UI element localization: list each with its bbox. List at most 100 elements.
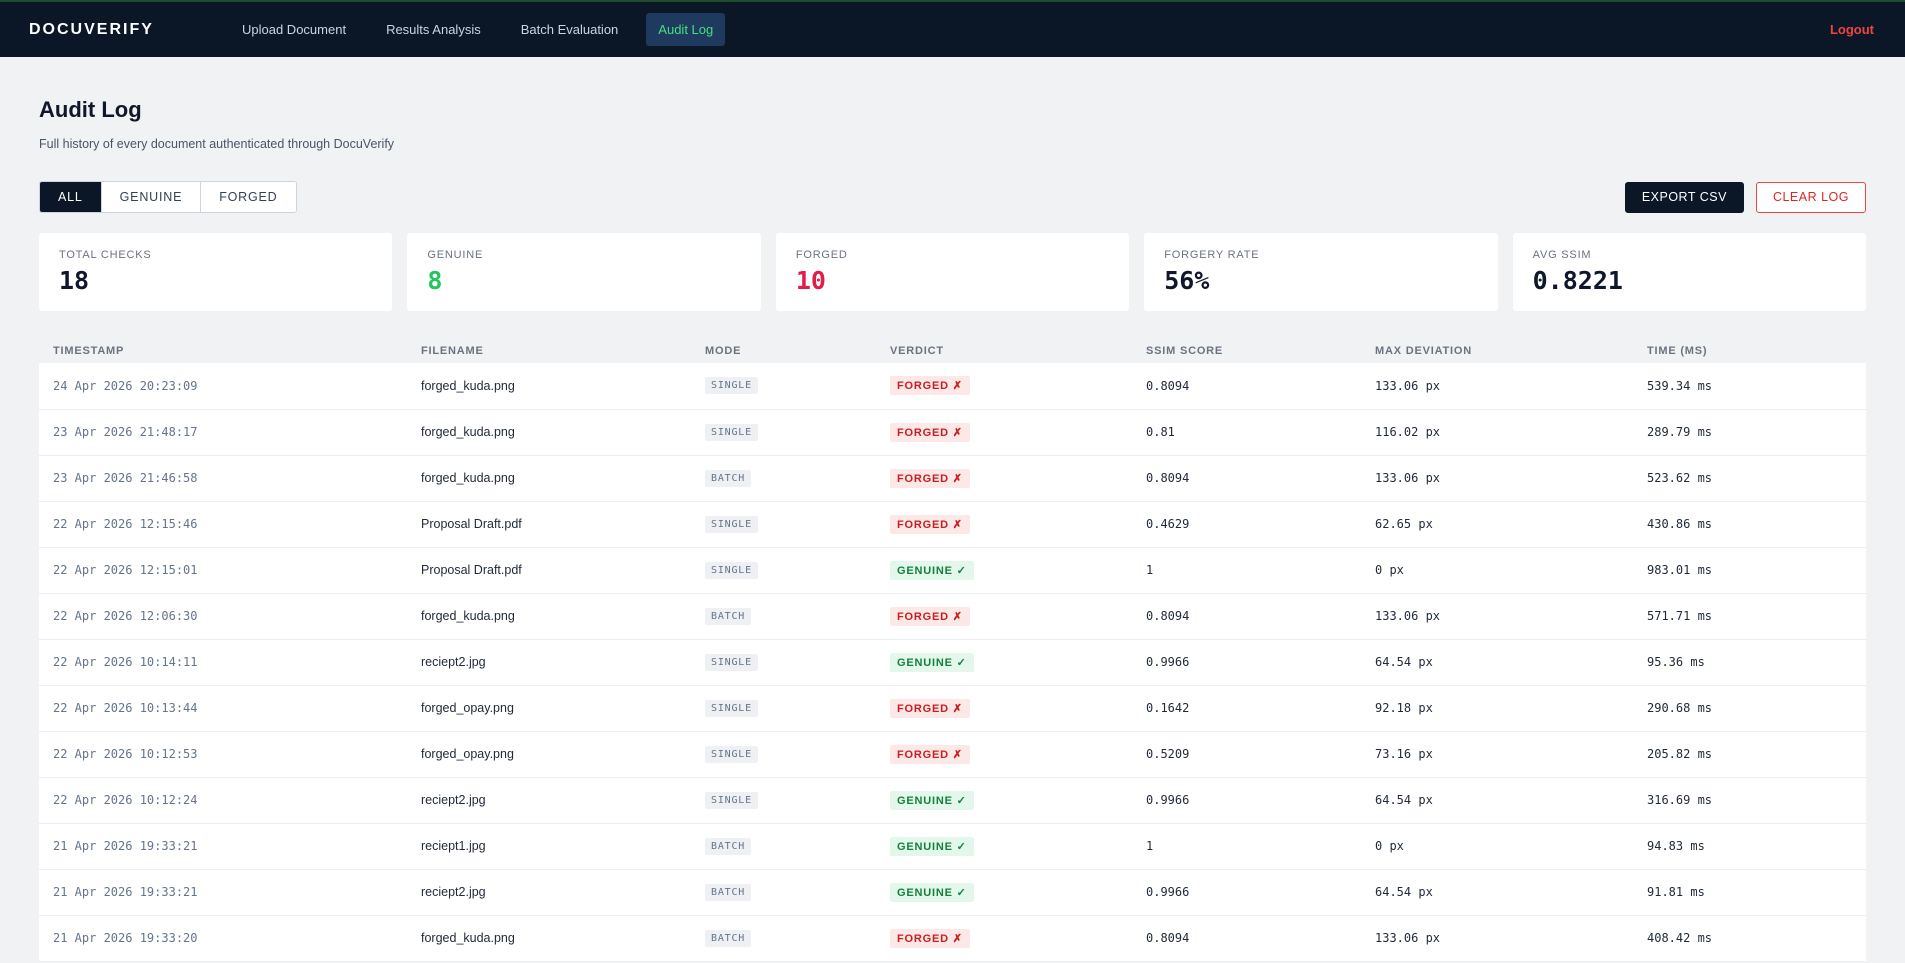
filter-genuine-button[interactable]: GENUINE (100, 182, 201, 212)
stat-label: FORGERY RATE (1164, 249, 1260, 261)
table-row[interactable]: 21 Apr 2026 19:33:20 forged_kuda.png BATCH… (39, 915, 1866, 961)
verdict-badge: GENUINE ✓ (890, 560, 974, 580)
cell-max-deviation: 64.54 px (1375, 655, 1433, 669)
logout-link[interactable]: Logout (1829, 22, 1874, 37)
nav-tab-audit-log[interactable]: Audit Log (646, 13, 726, 46)
audit-table-container: TIMESTAMP FILENAME MODE VERDICT SSIM SCO… (39, 339, 1866, 962)
column-header-filename[interactable]: FILENAME (421, 345, 484, 357)
cell-verdict: GENUINE ✓ (876, 869, 1132, 915)
table-row[interactable]: 22 Apr 2026 12:06:30 forged_kuda.png BATCH… (39, 593, 1866, 639)
cell-max-deviation: 133.06 px (1375, 609, 1441, 623)
cell-timestamp: 22 Apr 2026 12:15:46 (53, 517, 198, 531)
mode-badge: SINGLE (705, 745, 758, 763)
table-row[interactable]: 22 Apr 2026 10:12:24 reciept2.jpg SINGLE GE… (39, 777, 1866, 823)
toolbar: ALL GENUINE FORGED EXPORT CSV CLEAR LOG (39, 181, 1866, 213)
cell-verdict: FORGED ✗ (876, 685, 1132, 731)
table-row[interactable]: 21 Apr 2026 19:33:21 reciept1.jpg BATCH GEN… (39, 823, 1866, 869)
cell-mode: BATCH (691, 593, 876, 639)
cell-mode: BATCH (691, 869, 876, 915)
column-header-time[interactable]: TIME (MS) (1647, 345, 1708, 357)
table-row[interactable]: 21 Apr 2026 19:33:21 reciept2.jpg BATCH GEN… (39, 869, 1866, 915)
nav-tab-batch-evaluation[interactable]: Batch Evaluation (520, 22, 619, 37)
table-body: 24 Apr 2026 20:23:09 forged_kuda.png SINGL… (39, 363, 1866, 961)
mode-badge: BATCH (705, 837, 752, 855)
cell-timestamp: 22 Apr 2026 10:12:53 (53, 747, 198, 761)
cell-filename: Proposal Draft.pdf (421, 563, 522, 577)
column-header-timestamp[interactable]: TIMESTAMP (53, 345, 125, 357)
table-row[interactable]: 22 Apr 2026 12:15:46 Proposal Draft.pdf SI… (39, 501, 1866, 547)
cell-mode: SINGLE (691, 501, 876, 547)
cell-ssim-score: 0.9966 (1146, 793, 1190, 807)
cell-max-deviation: 0 px (1375, 839, 1404, 853)
cell-mode: SINGLE (691, 409, 876, 455)
cell-verdict: FORGED ✗ (876, 731, 1132, 777)
export-csv-button[interactable]: EXPORT CSV (1624, 181, 1744, 213)
cell-verdict: FORGED ✗ (876, 501, 1132, 547)
mode-badge: BATCH (705, 929, 752, 947)
cell-max-deviation: 133.06 px (1375, 378, 1441, 393)
cell-mode: BATCH (691, 455, 876, 501)
brand-logo[interactable]: DOCUVERIFY (29, 20, 154, 38)
cell-mode: SINGLE (691, 685, 876, 731)
cell-ssim-score: 0.8094 (1146, 609, 1190, 623)
verdict-filter-group: ALL GENUINE FORGED (39, 181, 297, 213)
cell-ssim-score: 1 (1146, 563, 1154, 577)
nav-tab-results-analysis[interactable]: Results Analysis (386, 22, 481, 37)
cell-filename: forged_kuda.png (421, 609, 515, 623)
column-header-verdict[interactable]: VERDICT (890, 345, 944, 357)
column-header-mode[interactable]: MODE (705, 345, 742, 357)
cell-max-deviation: 0 px (1375, 563, 1404, 577)
mode-badge: SINGLE (705, 515, 758, 533)
cell-verdict: GENUINE ✓ (876, 823, 1132, 869)
cell-ssim-score: 1 (1146, 839, 1154, 853)
cell-verdict: FORGED ✗ (876, 409, 1132, 455)
verdict-badge: GENUINE ✓ (890, 790, 974, 810)
mode-badge: BATCH (705, 883, 752, 901)
cell-ssim-score: 0.1642 (1146, 701, 1190, 715)
cell-mode: BATCH (691, 823, 876, 869)
verdict-badge: FORGED ✗ (890, 468, 970, 488)
cell-timestamp: 23 Apr 2026 21:48:17 (53, 425, 198, 439)
cell-ssim-score: 0.9966 (1146, 655, 1190, 669)
nav-tab-upload-document[interactable]: Upload Document (242, 22, 347, 37)
table-row[interactable]: 22 Apr 2026 10:12:53 forged_opay.png SINGL… (39, 731, 1866, 777)
cell-mode: SINGLE (691, 777, 876, 823)
filter-all-button[interactable]: ALL (40, 182, 101, 212)
stat-card-avg-ssim: AVG SSIM 0.8221 (1512, 233, 1867, 311)
toolbar-actions: EXPORT CSV CLEAR LOG (1624, 181, 1866, 213)
column-header-ssim-score[interactable]: SSIM SCORE (1146, 345, 1224, 357)
cell-timestamp: 22 Apr 2026 12:06:30 (53, 609, 198, 623)
cell-timestamp: 22 Apr 2026 10:12:24 (53, 793, 198, 807)
cell-filename: Proposal Draft.pdf (421, 517, 522, 531)
cell-verdict: FORGED ✗ (876, 363, 1132, 409)
column-header-max-deviation[interactable]: MAX DEVIATION (1375, 345, 1472, 357)
stat-value: 0.8221 (1532, 266, 1623, 295)
verdict-badge: FORGED ✗ (890, 698, 970, 718)
cell-timestamp: 21 Apr 2026 19:33:20 (53, 931, 198, 945)
table-row[interactable]: 22 Apr 2026 10:14:11 reciept2.jpg SINGLE GE… (39, 639, 1866, 685)
table-row[interactable]: 23 Apr 2026 21:46:58 forged_kuda.png BATCH… (39, 455, 1866, 501)
cell-timestamp: 22 Apr 2026 10:13:44 (53, 701, 198, 715)
cell-filename: reciept2.jpg (421, 885, 486, 899)
cell-max-deviation: 62.65 px (1375, 517, 1433, 531)
cell-time: 316.69 ms (1647, 793, 1713, 807)
table-row[interactable]: 22 Apr 2026 10:13:44 forged_opay.png SINGL… (39, 685, 1866, 731)
mode-badge: BATCH (705, 607, 752, 625)
clear-log-button[interactable]: CLEAR LOG (1755, 181, 1866, 213)
filter-forged-button[interactable]: FORGED (200, 182, 296, 212)
cell-max-deviation: 92.18 px (1375, 701, 1433, 715)
cell-filename: forged_opay.png (421, 701, 514, 715)
cell-filename: forged_kuda.png (421, 378, 515, 393)
table-row[interactable]: 22 Apr 2026 12:15:01 Proposal Draft.pdf SI… (39, 547, 1866, 593)
stat-label: TOTAL CHECKS (59, 249, 152, 261)
cell-filename: forged_opay.png (421, 747, 514, 761)
cell-verdict: FORGED ✗ (876, 915, 1132, 961)
table-row[interactable]: 24 Apr 2026 20:23:09 forged_kuda.png SINGL… (39, 363, 1866, 409)
cell-filename: forged_kuda.png (421, 471, 515, 485)
cell-time: 523.62 ms (1647, 471, 1713, 485)
cell-ssim-score: 0.8094 (1146, 931, 1190, 945)
cell-ssim-score: 0.4629 (1146, 517, 1190, 531)
mode-badge: SINGLE (705, 791, 758, 809)
table-row[interactable]: 23 Apr 2026 21:48:17 forged_kuda.png SINGL… (39, 409, 1866, 455)
stat-label: GENUINE (427, 249, 484, 261)
